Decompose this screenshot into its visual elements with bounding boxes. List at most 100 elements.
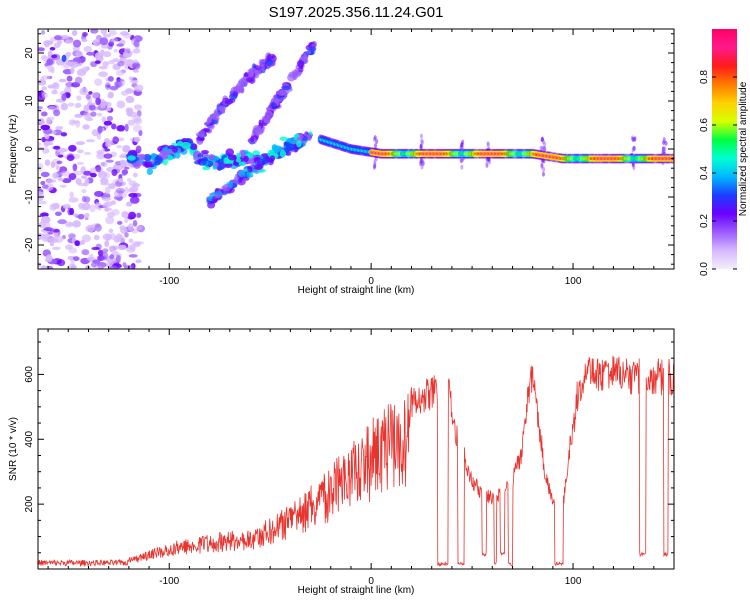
spectrogram-cell <box>243 155 249 163</box>
spectrogram-cell <box>97 265 103 269</box>
spectrogram-cell <box>88 104 96 111</box>
spectrogram-cell <box>75 120 81 128</box>
spectrogram-cell <box>124 186 129 194</box>
spectrogram-cell <box>40 215 51 224</box>
spectrogram-cell <box>104 207 110 212</box>
spectrogram-cell <box>45 254 53 262</box>
spectrogram-cell <box>81 189 87 194</box>
spectrogram-cell <box>40 171 50 178</box>
spectrogram-cell <box>263 117 269 124</box>
spectrogram-cell <box>74 113 83 118</box>
spectrogram-cell <box>41 86 47 91</box>
spectrogram-cell <box>40 180 46 186</box>
spectrogram-cell <box>306 49 311 55</box>
spectrogram-cell <box>84 196 91 203</box>
spectrogram-cell <box>117 220 123 225</box>
colorbar-tick-label: 0.8 <box>699 70 710 84</box>
spectrogram-cell <box>135 259 142 264</box>
spectrogram-cell <box>212 115 220 121</box>
spectrogram-cell <box>58 78 67 83</box>
spectrogram-cell <box>48 237 59 244</box>
spectrogram-cell <box>40 111 48 117</box>
spectrogram-cell <box>44 159 51 166</box>
spectrogram-cell <box>68 263 77 269</box>
spectrogram-cell <box>101 255 107 261</box>
spectrogram-cell <box>88 91 93 95</box>
spectrogram-cell <box>82 31 88 37</box>
spectrogram-cell <box>83 104 90 113</box>
spectrogram-cell <box>60 132 68 137</box>
spectrogram-cell <box>121 211 129 219</box>
spectrogram-cell <box>78 202 85 209</box>
spectrogram-cell <box>145 161 152 168</box>
spectrogram-cell <box>133 104 143 110</box>
spectrogram-cell <box>102 233 113 241</box>
spectrogram-cell <box>75 50 83 57</box>
spectrogram-cell <box>57 177 64 182</box>
spectrogram-cell <box>208 153 215 161</box>
spectrogram-cell <box>238 170 246 178</box>
spectrogram-cell <box>108 59 116 65</box>
spectrogram-cell <box>264 110 273 118</box>
spectrogram-cell <box>154 156 163 164</box>
spectrogram-cell <box>256 125 262 133</box>
spectrogram-cell <box>80 175 88 179</box>
spectrogram-cell <box>128 238 134 243</box>
spectrogram-cell <box>237 178 246 186</box>
spectrogram-cell <box>83 45 92 53</box>
spectrogram-cell <box>631 162 635 168</box>
y-tick-label: 400 <box>24 430 35 447</box>
spectrogram-cell <box>279 136 288 141</box>
spectrogram-cell <box>96 55 104 61</box>
y-tick-label: 20 <box>24 47 35 59</box>
spectrogram-cell <box>52 82 59 88</box>
spectrogram-cell <box>47 40 54 45</box>
spectrogram-cell <box>49 46 56 51</box>
spectrogram-cell <box>69 61 79 69</box>
spectrogram-cell <box>101 116 107 123</box>
spectrogram-cell <box>119 159 126 164</box>
spectrogram-cell <box>85 224 96 233</box>
spectrogram-cell <box>485 163 489 169</box>
spectrogram-cell <box>116 43 124 47</box>
spectrogram-cell <box>281 85 291 90</box>
spectrogram-cell <box>53 129 63 136</box>
colorbar-tick-label: 0.6 <box>699 118 710 132</box>
spectrogram-cell <box>112 136 119 145</box>
spectrogram-cell <box>127 223 134 232</box>
spectrogram-cell <box>259 64 266 71</box>
spectrogram-cell <box>68 233 76 239</box>
spectrogram-cell <box>104 82 111 90</box>
spectrogram-cell <box>110 200 117 205</box>
spectrogram-cell <box>91 92 100 99</box>
x-tick-label: 100 <box>565 576 582 587</box>
spectrogram-cell <box>40 212 49 218</box>
y-tick-label: 10 <box>24 95 35 107</box>
spectrogram-cell <box>75 178 82 185</box>
spectrogram-cell <box>128 111 138 118</box>
spectrogram-cell <box>66 75 73 82</box>
spectrogram-cell <box>228 180 234 189</box>
spectrogram-cell <box>55 211 62 217</box>
spectrogram-cell <box>276 90 286 96</box>
spectrogram-cell <box>77 149 84 154</box>
y-tick-label: -20 <box>24 237 35 252</box>
spectrogram-cell <box>227 154 237 161</box>
spectrogram-cell <box>159 150 169 155</box>
spectrogram-cell <box>120 226 128 234</box>
spectrogram-cell <box>51 54 58 59</box>
spectrogram-cell <box>105 159 114 163</box>
spectrogram-cell <box>143 153 152 162</box>
spectrogram-cell <box>69 191 74 198</box>
spectrogram-cell <box>106 115 113 122</box>
spectrogram-cell <box>100 161 108 168</box>
spectrogram-cell <box>125 107 134 114</box>
spectrogram-cell <box>543 141 547 147</box>
spectrogram-cell <box>90 29 99 34</box>
spectrogram-cell <box>125 201 133 207</box>
spectrogram-cell <box>218 105 227 111</box>
spectrogram-cell <box>104 172 111 179</box>
spectrogram-cell <box>250 136 255 143</box>
spectrogram-cell <box>92 39 97 45</box>
spectrogram-cell <box>116 144 123 149</box>
